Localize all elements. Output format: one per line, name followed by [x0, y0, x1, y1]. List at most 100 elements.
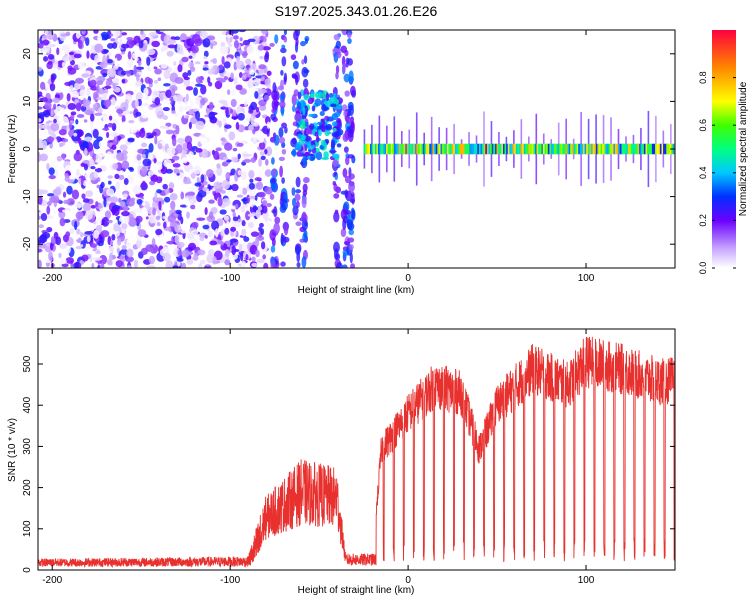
spectrogram-noise-cell: [218, 64, 224, 71]
spectrogram-noise-cell: [80, 231, 84, 238]
spectrogram-noise-cell: [65, 165, 74, 171]
spectrogram-line-cell: [398, 143, 402, 155]
spectrogram-line-cell: [421, 143, 424, 155]
spectrogram-noise-cell: [61, 44, 71, 52]
spectrogram-burst-cell: [304, 151, 311, 157]
spectrogram-noise-cell: [189, 66, 196, 72]
spectrogram-burst-cell: [332, 128, 337, 132]
spectrogram-noise-cell: [75, 30, 81, 39]
spectrogram-line-cell: [387, 143, 391, 155]
spectrogram-line-cell: [538, 143, 541, 155]
spectrogram-noise-cell: [38, 152, 41, 162]
spectrogram-line-cell: [365, 143, 368, 155]
spectrogram-noise-cell: [186, 211, 190, 219]
spectrogram-burst-cell: [300, 40, 307, 47]
spectrogram-burst-cell: [280, 79, 284, 89]
spectrogram-line-cell: [430, 143, 434, 155]
spectrogram-noise-cell: [126, 265, 133, 268]
spectrogram-noise-cell: [84, 136, 93, 142]
spectrogram-noise-cell: [216, 163, 221, 169]
spectrogram-noise-cell: [76, 114, 85, 118]
spectrogram-noise-cell: [231, 245, 237, 256]
spectrogram-noise-cell: [260, 75, 265, 82]
spectrogram-line-cell: [583, 143, 586, 155]
spectrogram-noise-cell: [100, 31, 109, 41]
spectrogram-noise-cell: [111, 234, 116, 241]
spectrogram-noise-cell: [245, 168, 249, 172]
spectrogram-noise-cell: [38, 248, 43, 253]
spectrogram-burst-cell: [322, 106, 330, 111]
spectrogram-burst-cell: [283, 224, 289, 236]
spectrogram-line-cell: [635, 143, 639, 155]
spectrogram-noise-cell: [191, 45, 199, 54]
spectrogram-noise-cell: [99, 61, 108, 69]
spectrogram-burst-cell: [292, 205, 299, 216]
spectrogram-line-cell: [550, 143, 554, 155]
spectrogram-noise-cell: [120, 43, 130, 49]
spectrogram-noise-cell: [96, 184, 101, 189]
spectrogram-line-cell: [560, 143, 563, 155]
spectrogram-burst-cell: [293, 30, 299, 41]
spectrogram-burst-cell: [321, 118, 326, 126]
spectrogram-noise-cell: [177, 241, 185, 248]
spectrogram-noise-cell: [69, 59, 76, 66]
spectrogram-noise-cell: [155, 228, 163, 236]
spectrogram-noise-cell: [202, 186, 208, 192]
spectrogram-noise-cell: [162, 107, 170, 112]
spectrogram-noise-cell: [199, 237, 205, 242]
spectrogram-noise-cell: [222, 156, 229, 161]
spectrogram-noise-cell: [165, 168, 173, 174]
spectrogram-noise-cell: [185, 86, 194, 91]
spectrogram-line-cell: [512, 143, 515, 155]
spectrogram-line-cell: [370, 143, 373, 155]
spectrogram-noise-cell: [245, 64, 251, 69]
spectrogram-burst-cell: [330, 103, 337, 108]
spectrogram-noise-cell: [202, 38, 211, 48]
spectrogram-noise-cell: [200, 174, 205, 183]
spectrogram-burst-cell: [315, 151, 323, 161]
spectrogram-line-cell: [589, 143, 592, 155]
spectrogram-noise-cell: [48, 167, 55, 176]
spectrogram-noise-cell: [118, 217, 124, 222]
spectrogram-burst-cell: [347, 222, 355, 231]
spectrogram-noise-cell: [190, 116, 198, 125]
spectrogram-noise-cell: [240, 171, 247, 180]
spectrogram-line-cell: [408, 143, 411, 155]
spectrogram-noise-cell: [176, 258, 184, 262]
spectrogram-noise-cell: [135, 111, 142, 117]
spectrogram-noise-cell: [107, 122, 114, 128]
spectrogram-noise-cell: [53, 176, 61, 187]
spectrogram-burst-cell: [310, 140, 315, 146]
spectrogram-burst-cell: [345, 190, 353, 202]
spectrogram-noise-cell: [190, 204, 196, 210]
spectrogram-burst-cell: [333, 171, 338, 176]
spectrogram-line-cell: [563, 143, 567, 155]
spectrogram-noise-cell: [109, 240, 114, 246]
spectrogram-noise-cell: [180, 230, 187, 234]
spectrogram-noise-cell: [73, 262, 82, 268]
spectrogram-noise-cell: [85, 190, 94, 198]
spectrogram-line-cell: [434, 143, 437, 155]
spectrogram-noise-cell: [237, 153, 241, 160]
spectrogram-noise-cell: [133, 64, 137, 75]
spectrogram-burst-cell: [294, 112, 302, 122]
spectrogram-line-cell: [515, 143, 519, 155]
spectrogram-line-cell: [400, 143, 403, 155]
spectrogram-line-cell: [526, 143, 530, 155]
spectrogram-noise-cell: [146, 265, 156, 268]
spectrogram-burst-cell: [279, 100, 286, 109]
spectrogram-noise-cell: [148, 170, 154, 176]
spectrogram-noise-cell: [251, 262, 258, 268]
spectrogram-line-cell: [530, 143, 533, 155]
spectrogram-noise-cell: [241, 260, 247, 268]
spectrogram-noise-cell: [102, 72, 108, 78]
spectrogram-burst-cell: [283, 30, 287, 36]
spectrogram-line-cell: [461, 143, 464, 155]
spectrogram-burst-cell: [347, 37, 352, 44]
spectrogram-noise-cell: [89, 79, 97, 87]
spectrogram-line-cell: [615, 143, 618, 155]
spectrogram-noise-cell: [38, 196, 43, 205]
spectrogram-noise-cell: [77, 39, 83, 49]
spectrogram-noise-cell: [96, 80, 104, 86]
spectrogram-noise-cell: [59, 142, 64, 148]
